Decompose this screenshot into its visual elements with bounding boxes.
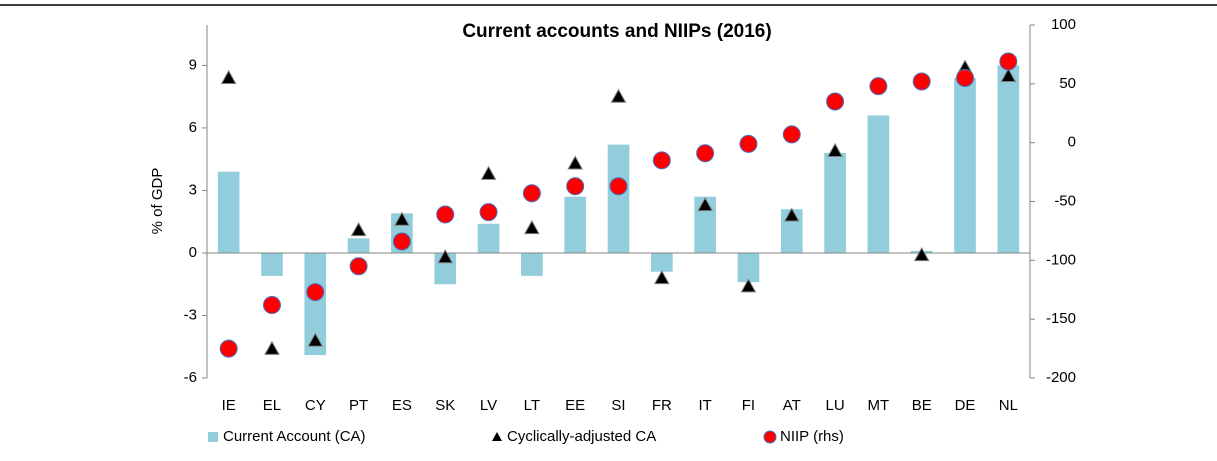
x-tick-label: SK [435,397,455,414]
bar [997,65,1020,253]
bar [824,152,846,253]
circle-marker [392,232,411,251]
bar [347,238,370,253]
bar [564,196,587,253]
legend-swatch [208,432,218,442]
x-tick-label: IT [698,397,711,414]
x-tick-label: CY [305,397,326,414]
bar [650,252,673,272]
x-tick-label: FI [742,397,755,414]
triangle-marker [740,278,757,293]
triangle-marker [1000,67,1017,82]
y2-tick-label: 50 [1059,75,1076,92]
y2-tick-label: 100 [1051,16,1076,33]
bar [477,223,500,253]
x-tick-label: EL [263,397,281,414]
bar [954,77,976,253]
triangle-marker [524,219,540,235]
bar [737,252,760,283]
y2-tick-label: 0 [1068,134,1076,151]
triangle-marker [783,207,800,222]
circle-marker [782,125,801,144]
chart-title: Current accounts and NIIPs (2016) [462,21,771,42]
bar [261,252,283,276]
x-tick-label: DE [955,397,976,414]
triangle-marker [567,155,584,170]
circle-marker [522,184,541,203]
x-tick-label: SI [611,397,625,414]
legend-label: Cyclically-adjusted CA [507,428,656,445]
triangle-marker [307,332,324,347]
x-tick-label: LU [825,397,844,414]
circle-marker [349,257,368,276]
circle-marker [869,77,888,96]
circle-marker [739,134,758,153]
x-tick-label: NL [999,397,1018,414]
y2-tick-label: -100 [1046,251,1076,268]
y-axis-label: % of GDP [149,168,166,235]
circle-marker [912,72,931,91]
y-tick-label: 9 [189,56,197,73]
circle-marker [479,203,498,222]
circle-marker [262,296,281,315]
triangle-marker [394,211,410,226]
legend-swatch [763,430,777,444]
legend-label: NIIP (rhs) [780,428,844,445]
x-tick-label: IE [222,397,236,414]
circle-marker [306,283,325,302]
circle-marker [436,205,455,224]
legend-label: Current Account (CA) [223,428,366,445]
circle-marker [826,92,845,111]
x-tick-label: EE [565,397,585,414]
x-tick-label: PT [349,397,368,414]
circle-marker [956,68,975,87]
triangle-marker [653,269,670,285]
circle-marker [609,177,628,196]
x-tick-label: BE [912,397,932,414]
bar [521,252,543,276]
triangle-marker [697,197,713,212]
triangle-marker [610,88,627,103]
bar [607,144,630,253]
x-tick-label: AT [783,397,801,414]
x-tick-label: LV [480,397,497,414]
x-tick-label: FR [652,397,672,414]
bar [217,171,240,253]
y2-tick-label: -50 [1054,192,1076,209]
x-tick-label: MT [868,397,890,414]
triangle-marker [264,340,280,355]
y-tick-label: 3 [189,181,197,198]
circle-marker [652,151,671,170]
circle-marker [696,144,715,163]
x-tick-label: LT [524,397,540,414]
triangle-marker [350,222,367,237]
triangle-marker [913,247,930,262]
triangle-marker [220,69,237,85]
bar [867,115,890,253]
circle-marker [566,177,585,196]
y2-tick-label: -200 [1046,369,1076,386]
triangle-marker [480,165,497,180]
y-tick-label: -6 [184,369,197,386]
x-tick-label: ES [392,397,412,414]
y-tick-label: -3 [184,306,197,323]
y2-tick-label: -150 [1046,310,1076,327]
y-tick-label: 6 [189,119,197,136]
y-tick-label: 0 [189,244,197,261]
circle-marker [219,339,238,358]
triangle-marker [437,249,454,264]
legend-swatch [492,432,502,441]
bar [304,252,327,356]
circle-marker [999,52,1018,71]
triangle-marker [827,142,843,157]
